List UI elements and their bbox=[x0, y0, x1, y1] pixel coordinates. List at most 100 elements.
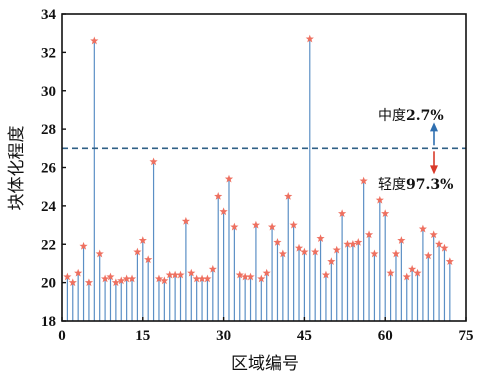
data-point-26 bbox=[197, 274, 207, 283]
lower-annotation: 轻度97.3% bbox=[378, 177, 453, 193]
y-tick-label-18: 18 bbox=[41, 314, 56, 330]
data-point-12 bbox=[122, 274, 131, 283]
data-point-30 bbox=[219, 207, 228, 216]
data-point-46 bbox=[305, 34, 314, 43]
data-point-59 bbox=[375, 195, 384, 204]
data-point-36 bbox=[251, 220, 261, 229]
data-point-70 bbox=[434, 239, 444, 248]
data-point-17 bbox=[149, 157, 158, 166]
upper-annotation: 中度2.7% bbox=[378, 108, 444, 124]
y-tick-label-28: 28 bbox=[41, 122, 56, 138]
data-point-9 bbox=[106, 272, 115, 281]
lower-annotation-prefix: 轻度 bbox=[378, 177, 406, 193]
data-point-47 bbox=[311, 247, 320, 256]
data-point-51 bbox=[332, 245, 341, 254]
arrow-down-icon bbox=[430, 151, 438, 175]
y-tick-label-20: 20 bbox=[41, 276, 56, 292]
data-point-33 bbox=[235, 270, 244, 279]
data-point-68 bbox=[424, 251, 433, 260]
data-point-4 bbox=[79, 241, 88, 250]
data-point-2 bbox=[68, 278, 77, 287]
data-point-49 bbox=[321, 270, 331, 279]
y-tick-label-22: 22 bbox=[41, 237, 56, 253]
y-tick-label-34: 34 bbox=[41, 7, 57, 23]
tick-labels: 0 15 30 45 60 75 18 20 22 24 26 28 30 32 34 bbox=[41, 7, 474, 344]
data-point-42 bbox=[284, 191, 293, 200]
y-tick-label-26: 26 bbox=[41, 161, 57, 177]
data-point-27 bbox=[203, 274, 212, 283]
x-tick-label-15: 15 bbox=[135, 328, 150, 344]
lower-annotation-value: 97.3% bbox=[406, 177, 453, 193]
data-point-58 bbox=[370, 249, 379, 258]
y-axis-title: 块体化程度 bbox=[7, 126, 27, 211]
threshold-annotations: 中度2.7% 轻度97.3% bbox=[378, 108, 453, 193]
data-point-45 bbox=[300, 247, 309, 256]
data-point-40 bbox=[273, 238, 282, 246]
data-point-34 bbox=[241, 272, 250, 281]
data-point-66 bbox=[413, 268, 422, 277]
data-point-15 bbox=[138, 236, 147, 244]
y-tick-label-24: 24 bbox=[41, 199, 57, 215]
x-tick-label-60: 60 bbox=[378, 328, 393, 344]
data-point-60 bbox=[381, 209, 390, 218]
data-point-56 bbox=[359, 176, 368, 185]
data-point-5 bbox=[84, 278, 94, 287]
data-point-23 bbox=[181, 216, 190, 225]
data-point-22 bbox=[176, 270, 185, 279]
data-point-38 bbox=[262, 268, 271, 277]
stems-layer bbox=[66, 38, 451, 321]
data-point-18 bbox=[154, 274, 164, 283]
data-point-10 bbox=[111, 278, 120, 287]
data-point-62 bbox=[391, 249, 401, 258]
x-tick-label-0: 0 bbox=[58, 328, 66, 344]
x-axis-title: 区域编号 bbox=[231, 354, 299, 374]
y-tick-label-30: 30 bbox=[41, 84, 56, 100]
data-point-8 bbox=[101, 274, 110, 283]
data-point-32 bbox=[230, 222, 239, 231]
x-tick-label-30: 30 bbox=[216, 328, 231, 344]
data-point-71 bbox=[440, 243, 449, 252]
data-point-7 bbox=[95, 249, 104, 258]
data-point-43 bbox=[289, 220, 298, 229]
data-point-67 bbox=[418, 224, 427, 233]
data-point-48 bbox=[316, 234, 325, 242]
data-point-53 bbox=[343, 239, 352, 248]
data-point-54 bbox=[348, 239, 357, 248]
data-point-35 bbox=[246, 272, 255, 281]
data-point-64 bbox=[402, 272, 411, 281]
data-point-31 bbox=[224, 174, 234, 183]
data-point-3 bbox=[74, 268, 83, 277]
data-point-69 bbox=[429, 230, 438, 239]
data-point-41 bbox=[278, 249, 287, 258]
data-point-28 bbox=[208, 264, 217, 273]
data-point-13 bbox=[127, 274, 137, 283]
data-point-44 bbox=[294, 243, 304, 252]
arrow-down-head bbox=[430, 165, 438, 175]
arrow-up-icon bbox=[430, 122, 438, 146]
upper-annotation-value: 2.7% bbox=[406, 108, 444, 124]
data-point-52 bbox=[338, 209, 347, 218]
plot-frame bbox=[61, 13, 467, 322]
data-point-65 bbox=[408, 264, 417, 273]
data-point-55 bbox=[354, 238, 363, 246]
data-point-1 bbox=[63, 272, 72, 281]
y-tick-label-32: 32 bbox=[41, 45, 56, 61]
data-point-16 bbox=[144, 255, 153, 264]
data-point-21 bbox=[171, 270, 180, 279]
upper-annotation-prefix: 中度 bbox=[378, 108, 406, 124]
data-point-72 bbox=[445, 257, 454, 265]
data-point-50 bbox=[327, 257, 336, 265]
data-point-24 bbox=[187, 268, 196, 277]
data-point-61 bbox=[386, 268, 395, 277]
data-point-14 bbox=[133, 247, 142, 256]
axes bbox=[61, 13, 467, 322]
data-point-63 bbox=[397, 236, 406, 244]
data-point-20 bbox=[165, 270, 174, 279]
data-point-57 bbox=[364, 230, 374, 239]
data-point-6 bbox=[90, 36, 99, 45]
data-point-11 bbox=[117, 276, 126, 285]
data-point-29 bbox=[214, 191, 223, 200]
x-tick-label-75: 75 bbox=[459, 328, 474, 344]
data-point-19 bbox=[160, 276, 169, 285]
